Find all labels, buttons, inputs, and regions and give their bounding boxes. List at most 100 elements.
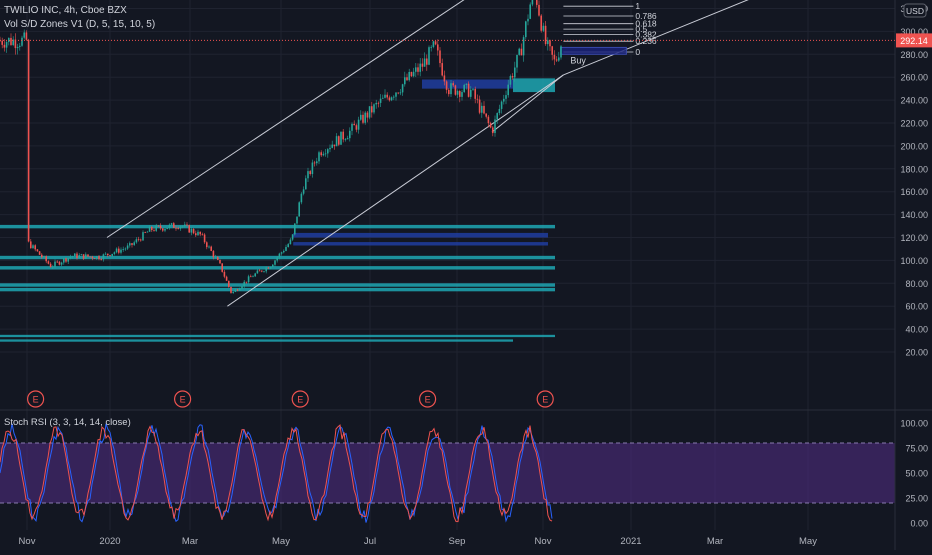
earnings-label: E	[33, 395, 39, 405]
candle-body	[485, 113, 487, 117]
candle-body	[500, 101, 503, 109]
fib-level-label: 0.786	[635, 11, 657, 21]
candle-body	[395, 92, 397, 97]
candle-body	[542, 25, 545, 31]
candle-body	[96, 256, 98, 259]
earnings-marker[interactable]: E	[419, 390, 437, 408]
candle-body	[199, 231, 201, 235]
earnings-marker[interactable]: E	[174, 390, 192, 408]
trend-line-inner[interactable]	[491, 74, 564, 133]
buy-label: Buy	[570, 55, 586, 65]
candle-body	[357, 119, 360, 130]
demand-zone	[0, 224, 555, 229]
candle-body	[333, 144, 336, 147]
earnings-marker[interactable]: E	[291, 390, 309, 408]
candle-body	[157, 225, 160, 227]
earnings-label: E	[542, 395, 548, 405]
candle-body	[373, 104, 375, 113]
candle-body	[553, 54, 556, 60]
candle-body	[159, 225, 162, 229]
candle-body	[85, 254, 87, 259]
demand-zone	[0, 266, 555, 270]
fib-level-label: 0.382	[635, 30, 657, 40]
candle-body	[375, 102, 377, 105]
candle-body	[311, 162, 314, 175]
candle-body	[289, 239, 292, 245]
candle-body	[283, 250, 285, 253]
candle-body	[151, 226, 153, 231]
trend-line-upper[interactable]	[106, 0, 537, 238]
candle-body	[197, 231, 199, 236]
candle-body	[241, 286, 243, 289]
candle-body	[21, 37, 23, 46]
candle-body	[366, 112, 369, 118]
candle-body	[221, 263, 223, 272]
fibonacci-retracement[interactable]: 1.6181.4141.27210.7860.6180.50.3820.2360…	[560, 0, 657, 65]
candle-body	[210, 246, 212, 251]
candle-body	[52, 266, 54, 268]
candle-body	[474, 88, 476, 99]
candle-body	[551, 46, 553, 55]
currency-badge[interactable]: USD	[903, 3, 927, 18]
candle-body	[131, 243, 133, 245]
candle-body	[430, 46, 432, 48]
candle-body	[412, 71, 415, 77]
demand-zone	[0, 334, 555, 338]
candle-body	[175, 227, 177, 229]
candle-body	[492, 127, 494, 134]
candle-body	[155, 225, 157, 231]
candle-body	[489, 123, 492, 128]
candle-body	[525, 21, 527, 38]
stoch-rsi-lines	[0, 423, 553, 523]
buy-zone[interactable]	[560, 46, 627, 55]
candle-body	[300, 193, 303, 203]
candle-body	[287, 244, 289, 248]
candle-body	[456, 91, 459, 95]
candle-body	[269, 267, 272, 269]
earnings-circle	[291, 390, 309, 408]
candle-body	[45, 256, 47, 262]
candle-body	[498, 108, 501, 114]
candle-body	[38, 251, 41, 255]
price-axis[interactable]: 340.00320.00300.00280.00260.00240.00220.…	[900, 0, 928, 358]
candle-body	[153, 230, 155, 231]
earnings-circle	[419, 390, 437, 408]
candle-body	[184, 224, 186, 227]
candle-body	[78, 255, 80, 259]
earnings-circle	[26, 390, 45, 408]
candle-body	[274, 260, 276, 265]
candle-body	[298, 202, 300, 217]
time-tick-label: 2021	[620, 536, 641, 547]
candle-body	[8, 37, 10, 43]
candle-body	[236, 289, 239, 291]
candle-body	[144, 232, 146, 233]
candle-body	[522, 37, 525, 56]
earnings-marker[interactable]: E	[26, 390, 45, 408]
candle-body	[384, 94, 386, 98]
demand-zone	[0, 339, 513, 342]
candle-body	[223, 271, 226, 277]
candle-body	[511, 76, 514, 78]
trend-line-lower[interactable]	[227, 74, 564, 307]
candle-body	[63, 258, 65, 263]
earnings-marker[interactable]: E	[536, 390, 554, 408]
candle-body	[212, 250, 215, 258]
earnings-label: E	[180, 395, 186, 405]
earnings-label: E	[425, 395, 431, 405]
price-tick-label: 260.00	[900, 73, 928, 83]
time-axis[interactable]: Nov 2020 Mar May Jul Sep Nov 2021 Mar May	[19, 536, 818, 547]
candle-body	[441, 63, 443, 76]
candle-body	[432, 41, 435, 47]
candle-body	[201, 234, 204, 236]
candle-body	[168, 224, 171, 229]
candle-body	[527, 18, 529, 22]
stoch-rsi-tick-label: 100.00	[900, 419, 928, 429]
indicator-title: Vol S/D Zones V1 (D, 5, 15, 10, 5)	[4, 19, 155, 30]
candle-body	[516, 54, 518, 68]
candle-body	[302, 189, 305, 194]
candle-body	[113, 252, 116, 254]
candle-body	[393, 96, 395, 98]
price-tick-label: 160.00	[900, 187, 928, 197]
currency-label: USD	[906, 6, 924, 16]
